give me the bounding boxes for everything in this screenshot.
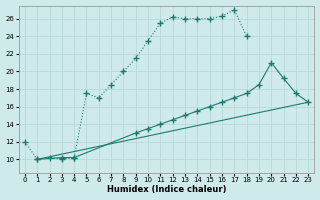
X-axis label: Humidex (Indice chaleur): Humidex (Indice chaleur)	[107, 185, 226, 194]
